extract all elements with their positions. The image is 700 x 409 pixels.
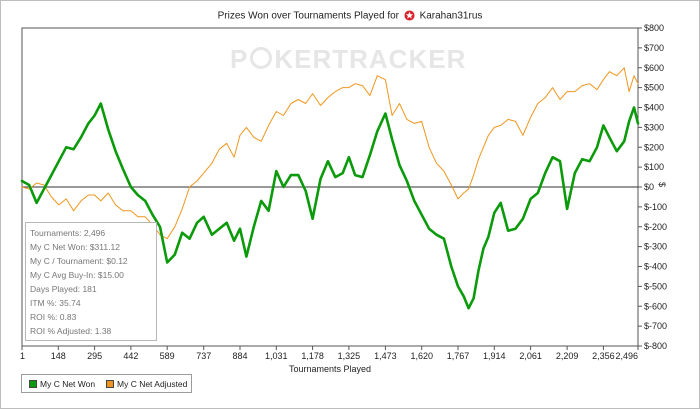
x-tick-label: 1,031 (265, 351, 288, 361)
x-tick-label: 1,914 (483, 351, 506, 361)
y-tick-label: $600 (644, 63, 664, 73)
x-tick-label: 1,325 (338, 351, 361, 361)
y-tick-label: $-800 (644, 341, 667, 351)
y-tick-label: $-500 (644, 281, 667, 291)
stats-box: Tournaments: 2,496 My C Net Won: $311.12… (25, 222, 157, 341)
stat-avg-buyin: My C Avg Buy-In: $15.00 (30, 270, 124, 280)
x-tick-label: 1,620 (410, 351, 433, 361)
stat-tournaments: Tournaments: 2,496 (30, 228, 106, 238)
y-tick-label: $500 (644, 83, 664, 93)
y-tick-label: $700 (644, 43, 664, 53)
x-axis-label: Tournaments Played (288, 364, 372, 374)
legend-swatch-net-won (29, 380, 37, 388)
x-tick-label: 2,209 (556, 351, 579, 361)
y-tick-label: $0 (644, 182, 654, 192)
y-tick-label: $100 (644, 162, 664, 172)
x-tick-label: 884 (232, 351, 247, 361)
pokerstars-star-icon (404, 10, 415, 21)
y-tick-label: $-200 (644, 222, 667, 232)
series-line-net-adjusted (21, 67, 639, 240)
chart-title: Prizes Won over Tournaments Played for K… (0, 10, 700, 22)
x-tick-label: 1,473 (374, 351, 397, 361)
series-line-net-won (20, 102, 640, 310)
x-tick-label: 589 (160, 351, 175, 361)
stat-roi: ROI %: 0.83 (30, 312, 77, 322)
x-tick-label: 442 (123, 351, 138, 361)
y-tick-label: $400 (644, 103, 664, 113)
y-tick-label: $-600 (644, 301, 667, 311)
legend-label-net-adjusted: My C Net Adjusted (117, 379, 188, 389)
chart-title-player: Karahan31rus (419, 10, 483, 22)
y-tick-label: $800 (644, 23, 664, 33)
y-tick-label: $-100 (644, 202, 667, 212)
x-tick-label: 2,356 (592, 351, 615, 361)
legend-swatch-net-adjusted (106, 380, 114, 388)
legend-label-net-won: My C Net Won (40, 379, 96, 389)
y-tick-label: $200 (644, 142, 664, 152)
x-tick-label: 1 (20, 351, 25, 361)
x-tick-label: 1,178 (301, 351, 324, 361)
y-tick-label: $300 (644, 122, 664, 132)
x-tick-label: 737 (196, 351, 211, 361)
stat-net-won: My C Net Won: $311.12 (30, 242, 120, 252)
legend-item-net-adjusted[interactable]: My C Net Adjusted (106, 379, 187, 389)
y-tick-label: $-300 (644, 242, 667, 252)
x-tick-label: 295 (87, 351, 102, 361)
stat-itm: ITM %: 35.74 (30, 298, 81, 308)
chart-title-prefix: Prizes Won over Tournaments Played for (217, 10, 399, 22)
x-tick-label: 1,767 (447, 351, 470, 361)
pokertracker-watermark: P KERTRACKER (230, 44, 467, 74)
stat-roi-adjusted: ROI % Adjusted: 1.38 (30, 326, 112, 336)
x-tick-label: 148 (51, 351, 66, 361)
stat-days-played: Days Played: 181 (30, 284, 97, 294)
x-tick-label: 2,496 (615, 351, 638, 361)
chart-legend: My C Net Won My C Net Adjusted (21, 374, 192, 393)
legend-item-net-won[interactable]: My C Net Won (29, 379, 95, 389)
stat-per-tournament: My C / Tournament: $0.12 (30, 256, 128, 266)
y-axis-label: $ (657, 182, 667, 188)
x-tick-label: 2,061 (519, 351, 542, 361)
y-tick-label: $-700 (644, 321, 667, 331)
y-tick-label: $-400 (644, 262, 667, 272)
